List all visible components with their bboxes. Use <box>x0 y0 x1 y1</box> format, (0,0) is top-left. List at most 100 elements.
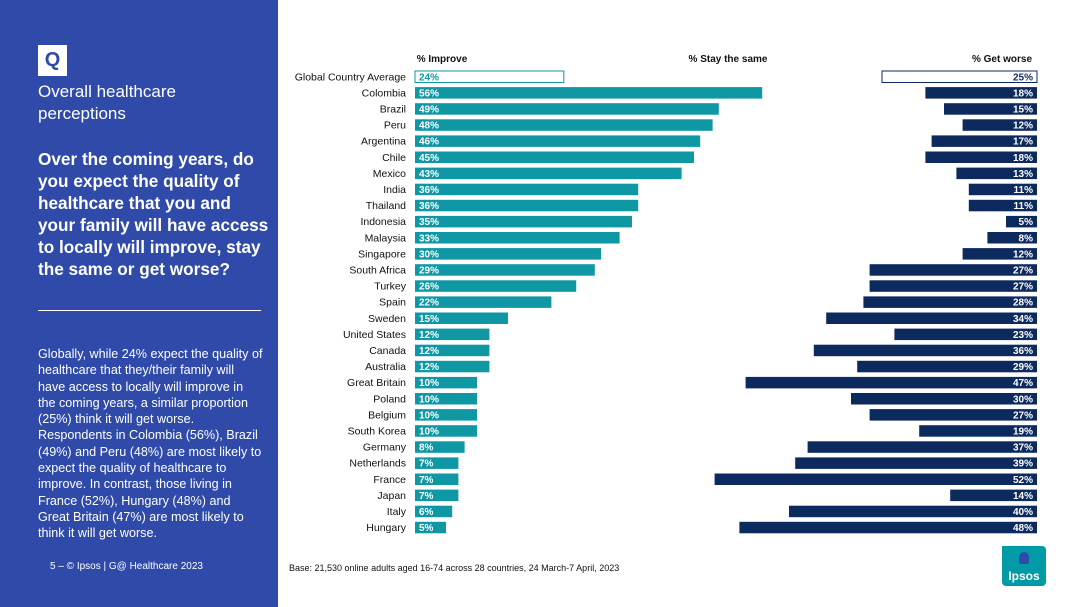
improve-bar <box>415 151 694 163</box>
improve-value-label: 10% <box>419 378 439 389</box>
worse-bar <box>925 151 1037 163</box>
worse-bar <box>807 441 1037 453</box>
worse-value-label: 18% <box>1013 88 1033 99</box>
category-label: Chile <box>382 152 406 164</box>
category-label: Indonesia <box>360 216 406 228</box>
improve-value-label: 43% <box>419 169 439 180</box>
worse-bar <box>739 521 1037 534</box>
improve-bar <box>414 70 565 83</box>
improve-value-label: 56% <box>419 88 439 99</box>
category-label: Malaysia <box>365 232 407 244</box>
improve-value-label: 36% <box>419 201 439 212</box>
improve-value-label: 49% <box>419 104 439 115</box>
worse-bar <box>789 505 1037 518</box>
improve-value-label: 35% <box>419 217 439 228</box>
worse-bar <box>968 183 1037 196</box>
worse-value-label: 14% <box>1013 491 1033 502</box>
worse-value-label: 11% <box>1014 201 1034 212</box>
worse-bar <box>956 167 1037 180</box>
worse-bar <box>950 489 1037 502</box>
improve-bar <box>415 232 620 244</box>
improve-value-label: 7% <box>419 491 434 502</box>
worse-bar <box>968 199 1037 212</box>
worse-value-label: 27% <box>1013 410 1033 421</box>
improve-bar <box>415 87 763 99</box>
improve-value-label: 10% <box>419 410 439 421</box>
category-label: Canada <box>369 345 406 357</box>
worse-bar <box>931 135 1037 147</box>
category-label: Brazil <box>380 103 406 115</box>
improve-bar <box>415 264 595 276</box>
improve-value-label: 29% <box>419 265 439 276</box>
category-label: Japan <box>377 490 406 502</box>
improve-value-label: 12% <box>419 346 439 357</box>
improve-bar <box>415 425 477 437</box>
improve-value-label: 46% <box>419 137 439 148</box>
improve-value-label: 7% <box>419 475 434 486</box>
question-badge: Q <box>38 45 67 76</box>
category-label: Poland <box>373 393 406 405</box>
improve-bar <box>415 441 465 453</box>
improve-value-label: 33% <box>419 233 439 244</box>
logo-text: Ipsos <box>1008 569 1040 583</box>
improve-bar <box>415 280 577 292</box>
improve-bar <box>415 135 701 147</box>
improve-value-label: 8% <box>419 443 434 454</box>
worse-value-label: 34% <box>1013 314 1033 325</box>
worse-bar <box>919 425 1037 437</box>
worse-bar <box>745 376 1037 389</box>
improve-bar <box>415 248 601 260</box>
improve-bar <box>415 489 459 502</box>
worse-value-label: 28% <box>1013 298 1033 309</box>
worse-value-label: 13% <box>1013 169 1033 180</box>
improve-value-label: 6% <box>419 507 434 518</box>
section-title: Overall healthcare perceptions <box>38 82 176 123</box>
worse-value-label: 25% <box>1013 72 1033 83</box>
worse-value-label: 19% <box>1013 426 1033 437</box>
worse-value-label: 29% <box>1013 362 1033 373</box>
improve-bar <box>415 521 446 534</box>
category-label: South Africa <box>349 264 406 276</box>
improve-value-label: 10% <box>419 394 439 405</box>
category-label: Germany <box>363 442 407 454</box>
category-label: Mexico <box>373 168 406 180</box>
worse-bar <box>826 312 1037 324</box>
category-label: Italy <box>387 506 407 518</box>
header-improve: % Improve <box>417 54 468 65</box>
worse-bar <box>925 87 1037 99</box>
category-label: Spain <box>379 297 406 309</box>
worse-bar <box>869 409 1037 421</box>
improve-bar <box>415 393 477 405</box>
improve-bar <box>415 199 639 212</box>
category-label: United States <box>343 329 406 341</box>
category-label: Belgium <box>368 409 406 421</box>
category-label: South Korea <box>348 425 407 437</box>
improve-value-label: 48% <box>419 121 439 132</box>
worse-bar <box>869 264 1037 276</box>
improve-value-label: 7% <box>419 459 434 470</box>
category-label: Colombia <box>362 87 407 99</box>
category-label: Turkey <box>374 281 406 293</box>
summary-text: Globally, while 24% expect the quality o… <box>38 347 263 541</box>
worse-bar <box>987 232 1037 244</box>
worse-bar <box>714 473 1037 485</box>
worse-bar <box>944 103 1037 115</box>
worse-value-label: 17% <box>1013 137 1033 148</box>
worse-bar <box>881 70 1038 83</box>
worse-bar <box>857 360 1037 373</box>
worse-bar <box>894 328 1037 341</box>
improve-bar <box>415 409 477 421</box>
header-get-worse: % Get worse <box>972 54 1032 65</box>
logo-mark-icon <box>1019 552 1029 564</box>
sidebar-divider <box>38 310 261 311</box>
improve-value-label: 26% <box>419 282 439 293</box>
worse-bar <box>851 393 1037 405</box>
improve-value-label: 15% <box>419 314 439 325</box>
worse-value-label: 37% <box>1013 443 1033 454</box>
improve-value-label: 5% <box>419 523 434 534</box>
worse-value-label: 40% <box>1013 507 1033 518</box>
improve-bar <box>415 457 459 469</box>
worse-bar <box>962 119 1037 131</box>
improve-bar <box>415 119 713 131</box>
category-label: Thailand <box>366 200 406 212</box>
